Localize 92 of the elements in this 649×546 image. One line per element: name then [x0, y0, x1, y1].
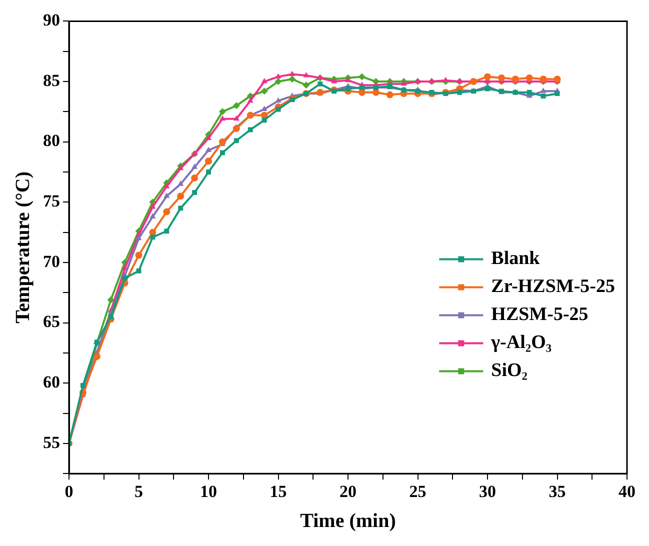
y-tick-label: 55	[43, 432, 60, 452]
point	[372, 88, 380, 96]
y-tick-label: 80	[43, 131, 60, 150]
point	[150, 213, 156, 218]
point	[443, 91, 448, 96]
point	[220, 150, 225, 156]
point	[192, 164, 198, 169]
y-tick-label: 60	[43, 372, 60, 392]
point	[526, 90, 532, 95]
point	[178, 164, 184, 170]
point	[192, 190, 198, 195]
point	[386, 91, 394, 98]
point	[274, 78, 282, 86]
point	[303, 72, 310, 78]
point	[136, 234, 142, 240]
point	[260, 88, 268, 95]
x-tick-label: 40	[618, 482, 636, 502]
x-tick-label: 10	[200, 482, 217, 502]
point	[232, 102, 240, 110]
legend-label: HZSM-5-25	[491, 304, 588, 326]
point	[232, 125, 240, 132]
point	[164, 228, 170, 234]
point	[332, 88, 337, 94]
point	[526, 74, 533, 82]
point	[164, 182, 170, 188]
x-tick-label: 25	[409, 482, 426, 502]
point	[540, 94, 546, 98]
point	[205, 134, 212, 140]
point	[205, 146, 212, 152]
point	[150, 203, 156, 209]
point	[178, 206, 184, 211]
point	[290, 97, 295, 102]
y-tick-label: 85	[43, 70, 60, 90]
y-tick-label: 90	[43, 10, 60, 30]
point	[80, 383, 86, 388]
point	[554, 76, 561, 83]
point	[234, 138, 239, 144]
y-tick-label: 70	[43, 252, 60, 271]
point	[540, 76, 547, 83]
y-tick-label: 65	[43, 312, 60, 332]
point	[358, 73, 366, 80]
point	[346, 86, 350, 92]
legend-label: γ-Al₂O₃	[490, 332, 552, 354]
x-tick-label: 30	[479, 482, 496, 502]
point	[219, 115, 226, 121]
point	[136, 268, 142, 274]
x-tick-label: 35	[548, 482, 566, 502]
point	[191, 174, 198, 182]
x-tick-label: 20	[340, 482, 356, 502]
point	[108, 314, 114, 320]
point	[485, 86, 490, 92]
x-axis-title: Time (min)	[300, 510, 396, 532]
point	[205, 158, 212, 165]
point	[457, 90, 462, 95]
point	[206, 170, 211, 174]
point	[164, 192, 170, 198]
point	[218, 108, 226, 116]
point	[498, 74, 505, 82]
point	[344, 76, 352, 82]
point	[442, 76, 449, 82]
point	[512, 76, 519, 83]
point	[177, 192, 184, 200]
point	[247, 97, 254, 103]
point	[289, 70, 296, 76]
y-tick-label: 75	[43, 192, 60, 211]
point	[554, 91, 560, 96]
legend-label: Blank	[491, 248, 540, 270]
point	[318, 81, 323, 86]
point	[415, 88, 420, 94]
point	[331, 78, 338, 84]
legend-label: Zr-HZSM-5-25	[491, 276, 616, 298]
point	[150, 234, 156, 240]
point	[122, 276, 128, 281]
point	[218, 138, 226, 146]
point	[262, 118, 267, 123]
x-tick-label: 15	[270, 482, 287, 502]
x-tick-label: 5	[134, 482, 143, 502]
point	[178, 180, 184, 186]
point	[163, 208, 170, 216]
point	[261, 78, 268, 84]
y-axis-title: Temperature (°C)	[12, 171, 34, 324]
x-tick-label: 0	[64, 482, 74, 502]
point	[358, 88, 366, 96]
point	[135, 252, 142, 259]
point	[248, 127, 253, 132]
point	[484, 73, 491, 80]
point	[233, 115, 240, 121]
point	[302, 82, 310, 89]
point	[93, 353, 100, 360]
point	[288, 76, 296, 83]
point	[107, 296, 114, 304]
legend-label: SiO₂	[491, 360, 528, 382]
